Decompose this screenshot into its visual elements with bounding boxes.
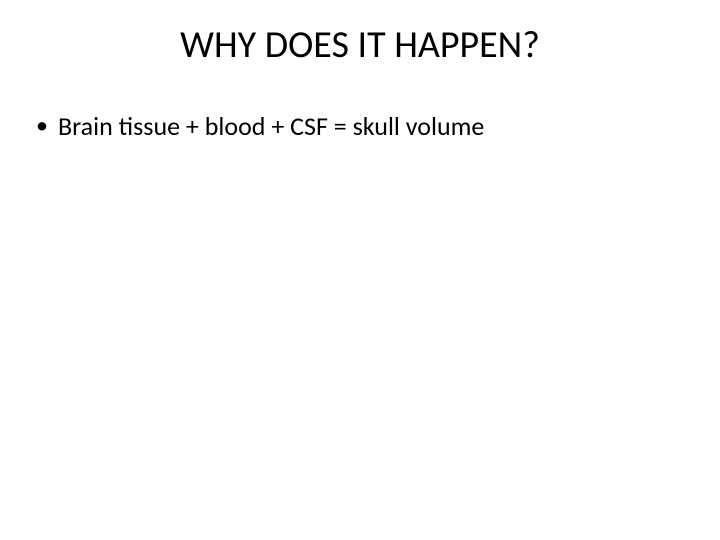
bullet-item: Brain tissue + blood + CSF = skull volum…: [36, 110, 484, 144]
slide-title: WHY DOES IT HAPPEN?: [0, 22, 720, 68]
bullet-list: Brain tissue + blood + CSF = skull volum…: [36, 110, 484, 144]
